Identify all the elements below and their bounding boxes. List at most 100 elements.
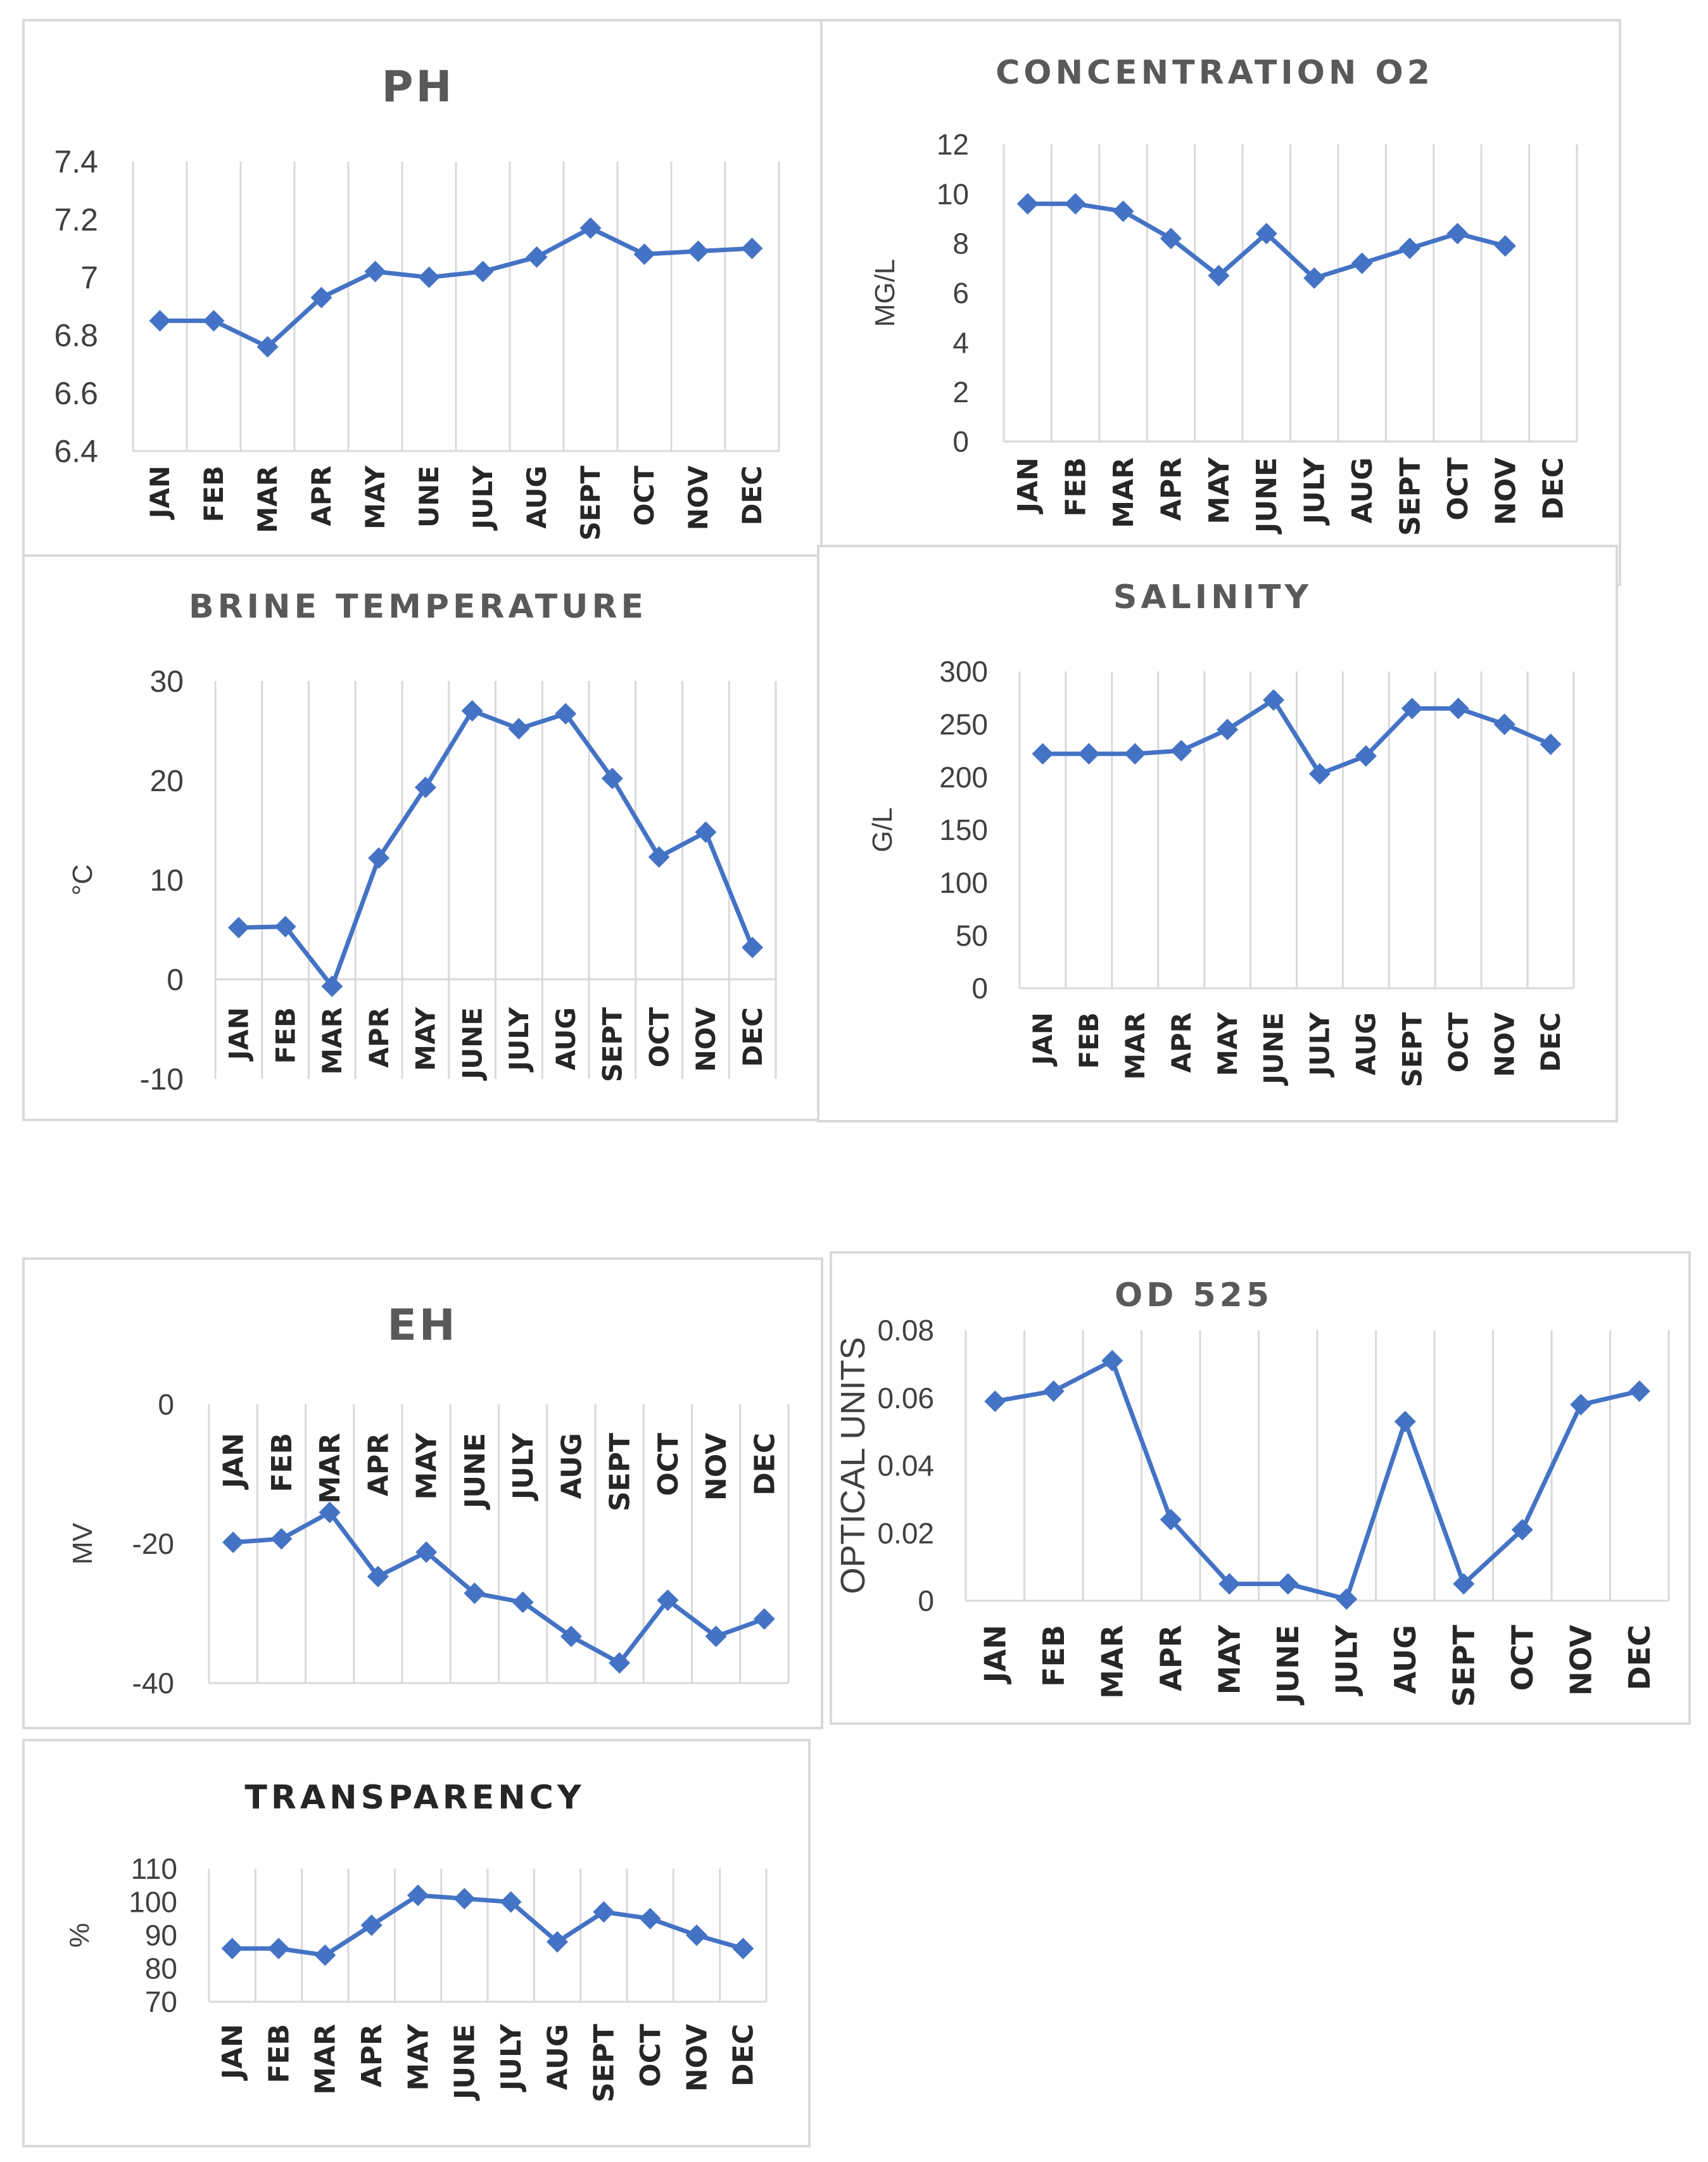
eh-y-tick-label: -20 (132, 1527, 174, 1560)
salinity-y-tick-label: 200 (939, 761, 988, 794)
salinity-y-tick-label: 0 (971, 972, 988, 1005)
ph-data-point (526, 246, 548, 268)
salinity-x-tick-label: JUNE (1258, 1012, 1289, 1086)
o2-y-tick-label: 4 (952, 326, 969, 359)
salinity-title: SALINITY (1113, 578, 1312, 616)
eh-data-point (705, 1625, 727, 1648)
temperature-x-tick-label: MAY (410, 1007, 441, 1071)
temperature-x-tick-label: JULY (503, 1007, 535, 1072)
temperature-chart-panel (22, 554, 823, 1121)
salinity-data-point (1170, 740, 1192, 761)
o2-data-point (1494, 235, 1516, 257)
transparency-data-point (407, 1885, 429, 1906)
transparency-x-tick-label: DEC (728, 2024, 760, 2087)
salinity-data-point (1263, 689, 1285, 711)
transparency-x-tick-label: NOV (681, 2024, 713, 2092)
transparency-y-tick-label: 110 (131, 1852, 177, 1885)
temperature-y-tick-label: 0 (167, 963, 184, 997)
salinity-data-point (1401, 697, 1423, 720)
ph-y-tick-label: 6.6 (54, 376, 98, 411)
o2-title: CONCENTRATION O2 (996, 54, 1434, 92)
ph-data-point (149, 310, 171, 332)
o2-x-tick-label: JAN (1012, 457, 1044, 514)
od525-x-tick-label: AUG (1388, 1625, 1422, 1694)
temperature-x-tick-label: DEC (737, 1007, 768, 1067)
od525-x-tick-label: JAN (978, 1625, 1012, 1684)
o2-x-tick-label: MAR (1108, 457, 1140, 528)
temperature-data-point (648, 846, 670, 868)
o2-x-tick-label: JUNE (1251, 457, 1283, 535)
o2-x-tick-label: MAY (1203, 457, 1236, 525)
temperature-x-tick-label: AUG (550, 1007, 581, 1071)
temperature-x-tick-label: NOV (690, 1007, 721, 1072)
eh-x-tick-label: JAN (218, 1433, 250, 1490)
ph-x-tick-label: FEB (198, 466, 229, 522)
od525-x-tick-label: OCT (1505, 1624, 1540, 1691)
ph-data-point (364, 260, 386, 283)
temperature-x-tick-label: JAN (224, 1007, 255, 1062)
temperature-data-point (461, 700, 483, 722)
temperature-x-tick-label: SEPT (597, 1007, 628, 1083)
transparency-data-point (686, 1924, 707, 1946)
ph-x-tick-label: DEC (737, 466, 768, 525)
o2-x-tick-label: NOV (1490, 457, 1522, 525)
ph-data-point (256, 336, 279, 358)
transparency-data-point (639, 1907, 661, 1930)
temperature-x-tick-label: FEB (270, 1007, 301, 1064)
transparency-data-point (593, 1901, 615, 1923)
od525-data-point (1394, 1411, 1416, 1433)
eh-x-tick-label: FEB (266, 1433, 298, 1492)
salinity-y-tick-label: 150 (939, 813, 988, 846)
ph-y-tick-label: 7.4 (54, 144, 98, 180)
salinity-x-tick-label: SEPT (1396, 1012, 1427, 1088)
salinity-data-point (1540, 734, 1562, 755)
ph-x-tick-label: AUG (521, 466, 552, 529)
o2-data-point (1255, 222, 1277, 245)
od525-y-axis-label: OPTICAL UNITS (834, 1337, 872, 1594)
o2-x-tick-label: APR (1155, 457, 1187, 521)
o2-data-point (1399, 238, 1421, 260)
transparency-x-tick-label: OCT (635, 2024, 667, 2087)
eh-x-tick-label: OCT (652, 1433, 685, 1496)
eh-x-tick-label: APR (362, 1433, 395, 1496)
eh-data-point (270, 1528, 293, 1550)
transparency-x-tick-label: JAN (217, 2024, 249, 2081)
o2-data-point (1112, 200, 1134, 222)
od525-data-point (1277, 1573, 1299, 1595)
ph-x-tick-label: JAN (144, 466, 175, 520)
salinity-y-tick-label: 50 (956, 919, 988, 952)
salinity-y-tick-label: 300 (939, 655, 988, 688)
salinity-data-point (1078, 743, 1100, 765)
od525-series-line (994, 1358, 1640, 1601)
transparency-data-point (221, 1938, 243, 1959)
eh-data-point (222, 1531, 244, 1553)
transparency-y-tick-label: 80 (145, 1952, 177, 1985)
transparency-data-point (732, 1938, 754, 1959)
o2-y-tick-label: 0 (952, 425, 969, 458)
o2-y-tick-label: 10 (937, 177, 969, 210)
eh-series-line (232, 1510, 766, 1665)
salinity-x-tick-label: OCT (1443, 1012, 1474, 1073)
od525-x-tick-label: MAR (1095, 1625, 1129, 1699)
o2-data-point (1016, 193, 1039, 215)
eh-x-tick-label: SEPT (604, 1433, 636, 1511)
transparency-x-tick-label: MAR (310, 2024, 342, 2095)
ph-x-tick-label: UNE (414, 466, 445, 528)
o2-y-tick-label: 2 (952, 376, 969, 409)
temperature-data-point (227, 917, 250, 939)
temperature-y-tick-label: 10 (150, 864, 184, 898)
ph-x-tick-label: JULY (467, 465, 498, 531)
eh-data-point (560, 1625, 582, 1648)
transparency-data-point (360, 1914, 383, 1936)
od525-x-tick-label: FEB (1037, 1625, 1071, 1687)
od525-chart-panel (830, 1251, 1691, 1725)
salinity-x-tick-label: MAR (1120, 1012, 1151, 1080)
ph-y-tick-label: 7.2 (54, 202, 98, 238)
transparency-y-axis-label: % (64, 1923, 95, 1947)
eh-data-point (512, 1591, 534, 1613)
eh-chart-panel (22, 1257, 823, 1729)
ph-y-tick-label: 6.8 (54, 318, 98, 353)
salinity-data-point (1032, 743, 1054, 765)
ph-x-tick-label: APR (306, 466, 337, 526)
